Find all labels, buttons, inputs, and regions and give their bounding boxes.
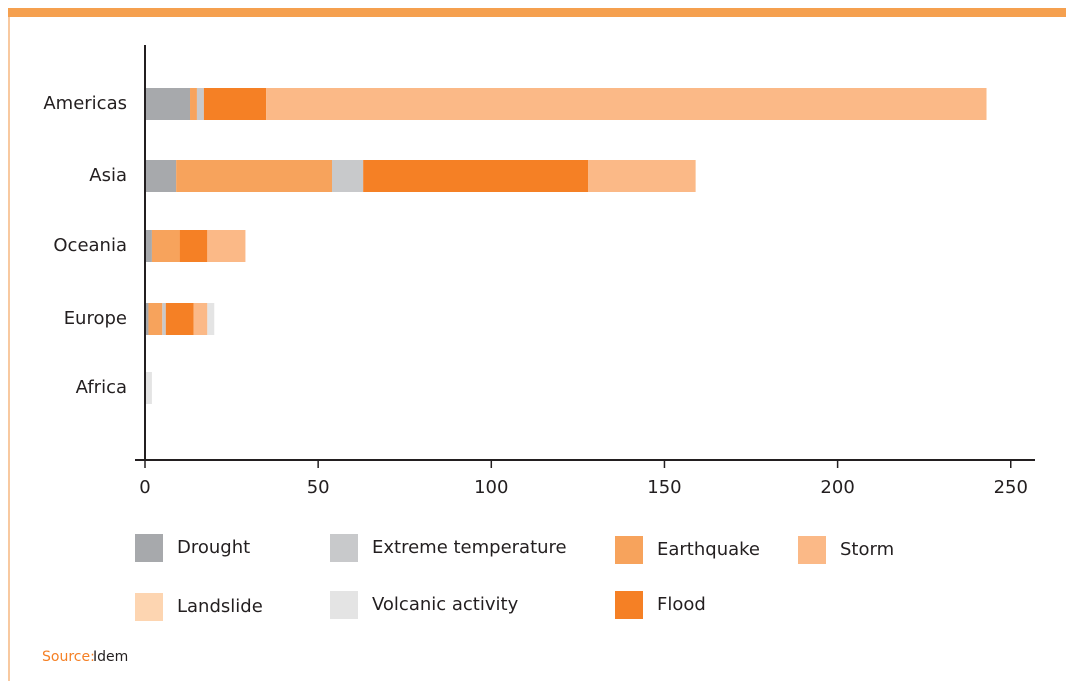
legend-swatch — [330, 591, 358, 619]
bar-segment — [176, 160, 333, 192]
legend-label: Volcanic activity — [372, 594, 519, 615]
bar-segment — [196, 88, 204, 120]
bar-segment — [363, 160, 589, 192]
bar-segment — [145, 372, 152, 404]
x-tick-label: 100 — [474, 477, 508, 498]
y-tick-label: Oceania — [53, 235, 127, 256]
legend-swatch — [798, 536, 826, 564]
x-tick-label: 150 — [647, 477, 681, 498]
bar-segment — [145, 230, 152, 262]
y-tick-label: Americas — [43, 93, 127, 114]
bar-segment — [145, 303, 149, 335]
x-tick-label: 200 — [820, 477, 854, 498]
top-bar — [8, 8, 1066, 17]
bar-segment — [165, 303, 194, 335]
legend-label: Flood — [657, 594, 706, 615]
legend-label: Earthquake — [657, 539, 760, 560]
legend-swatch — [135, 593, 163, 621]
source-text: Idem — [93, 649, 128, 665]
legend-label: Extreme temperature — [372, 537, 567, 558]
bar-segment — [207, 303, 215, 335]
bar-segment — [588, 160, 696, 192]
bar-segment — [193, 303, 208, 335]
bar-segment — [190, 88, 197, 120]
left-border — [8, 17, 10, 681]
bar-segment — [207, 230, 246, 262]
bar-segment — [162, 303, 166, 335]
bar-segment — [151, 230, 180, 262]
x-tick-label: 50 — [307, 477, 330, 498]
legend-swatch — [615, 536, 643, 564]
y-tick-label: Europe — [64, 308, 127, 329]
y-tick-label: Asia — [89, 165, 127, 186]
bar-segment — [266, 88, 987, 120]
bar-segment — [148, 303, 163, 335]
legend-label: Landslide — [177, 596, 263, 617]
legend-swatch — [615, 591, 643, 619]
bar-segment — [332, 160, 364, 192]
x-tick-label: 250 — [994, 477, 1028, 498]
x-tick-label: 0 — [139, 477, 150, 498]
bar-segment — [145, 88, 191, 120]
bar-segment — [203, 88, 267, 120]
legend-swatch — [330, 534, 358, 562]
bar-segment — [179, 230, 208, 262]
legend-label: Storm — [840, 539, 894, 560]
legend-swatch — [135, 534, 163, 562]
legend-label: Drought — [177, 537, 250, 558]
y-tick-label: Africa — [76, 377, 127, 398]
bar-segment — [145, 160, 177, 192]
source-label: Source: — [42, 649, 95, 665]
